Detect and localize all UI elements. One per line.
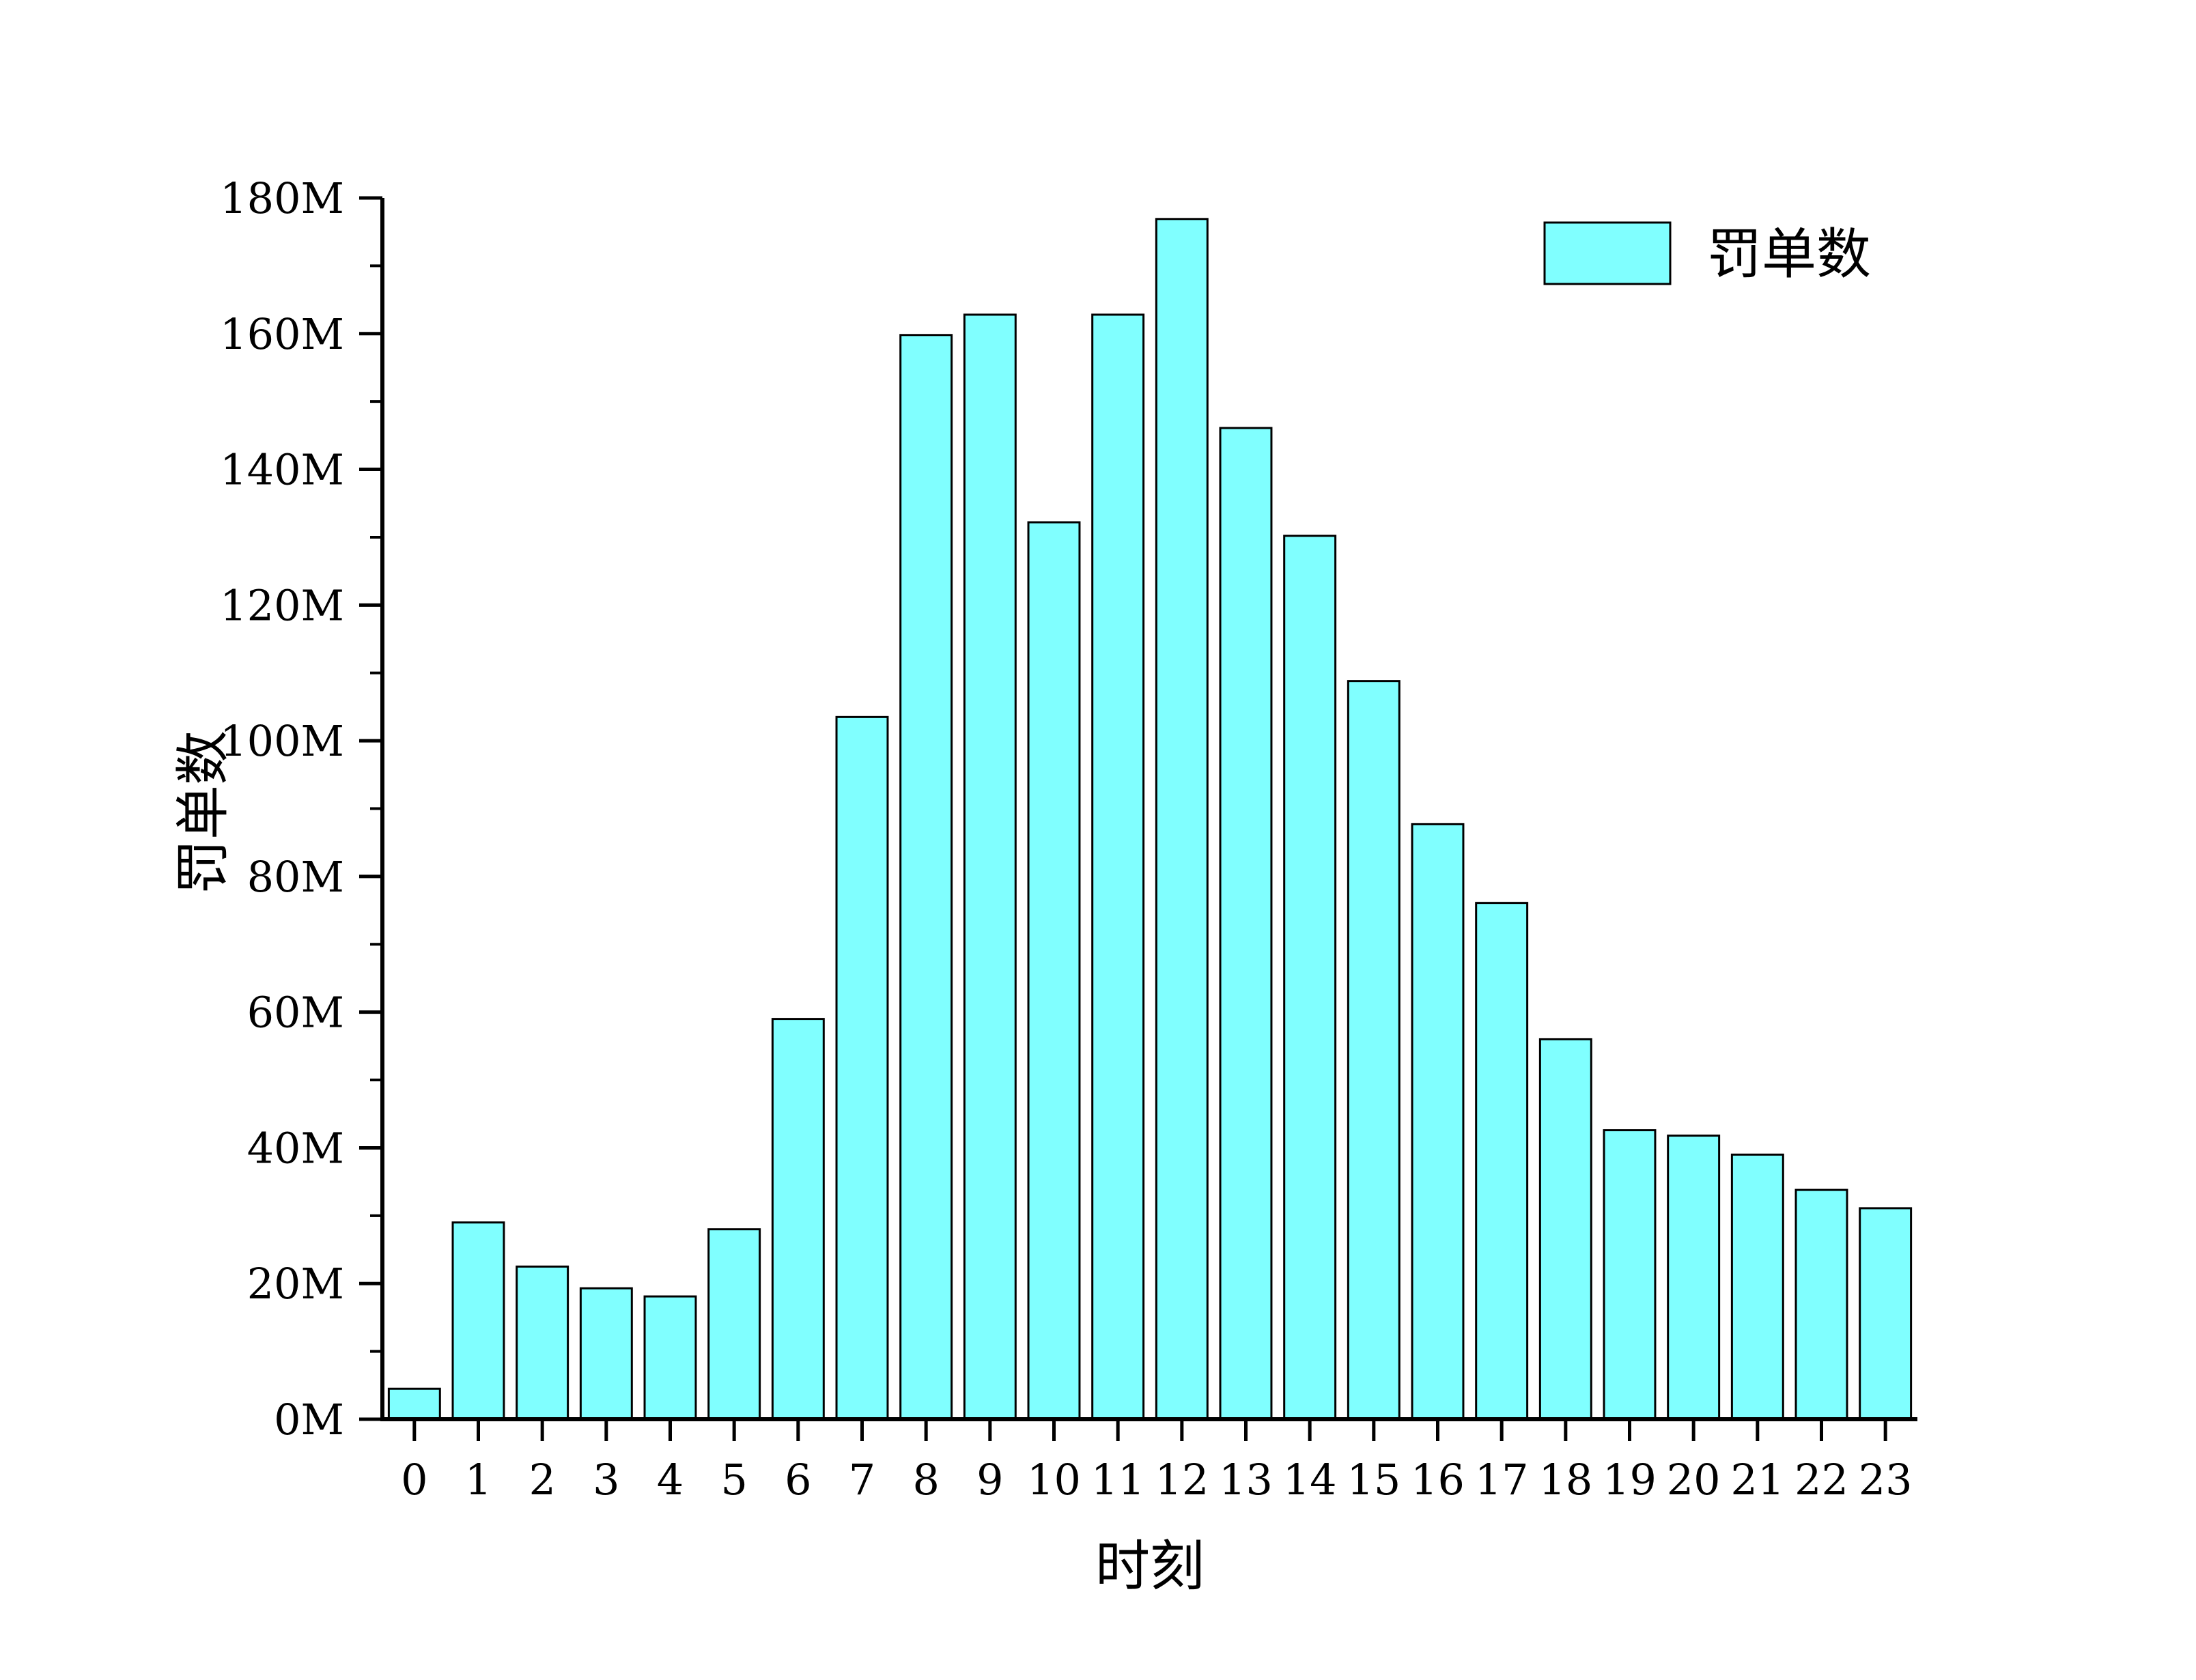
x-tick-label: 2 — [529, 1455, 555, 1505]
x-tick-label: 9 — [976, 1455, 1003, 1505]
x-tick-label: 18 — [1538, 1455, 1592, 1505]
bar-14 — [1283, 535, 1337, 1421]
bar-21 — [1730, 1153, 1784, 1421]
y-axis: 0M 20M 40M 60M 80M 100M 120M 140M 160M 180M — [220, 173, 384, 1444]
legend: 罚单数 — [1543, 221, 1871, 286]
x-tick-label: 23 — [1859, 1455, 1913, 1505]
x-tick-label: 1 — [465, 1455, 492, 1505]
x-axis-title: 时刻 — [1095, 1535, 1205, 1598]
bar-15 — [1347, 680, 1400, 1421]
y-tick-label: 20M — [247, 1259, 344, 1309]
y-tick-label: 140M — [220, 445, 344, 495]
bar-20 — [1667, 1135, 1721, 1421]
y-axis-title: 罚单数 — [171, 730, 235, 894]
x-tick-label: 5 — [720, 1455, 747, 1505]
x-tick-label: 15 — [1347, 1455, 1400, 1505]
bar-12 — [1155, 218, 1209, 1421]
legend-swatch — [1543, 221, 1672, 285]
x-tick-label: 7 — [849, 1455, 875, 1505]
bar-22 — [1794, 1188, 1848, 1421]
y-tick-label: 40M — [247, 1123, 344, 1173]
bar-7 — [835, 715, 889, 1421]
x-ticks: 0 1 2 3 4 5 6 7 8 9 10 11 12 13 14 15 16 17 18 19 20 21 22 23 — [401, 1419, 1913, 1505]
bar-6 — [771, 1018, 825, 1421]
x-tick-label: 3 — [593, 1455, 619, 1505]
bar-23 — [1859, 1207, 1913, 1421]
bar-18 — [1538, 1038, 1592, 1421]
y-tick-label: 100M — [220, 716, 344, 766]
bars-group — [387, 218, 1913, 1421]
x-tick-label: 16 — [1411, 1455, 1465, 1505]
x-tick-label: 12 — [1155, 1455, 1209, 1505]
x-tick-label: 21 — [1730, 1455, 1784, 1505]
x-tick-label: 6 — [785, 1455, 811, 1505]
x-tick-label: 20 — [1667, 1455, 1721, 1505]
x-tick-label: 0 — [401, 1455, 427, 1505]
x-axis: 0 1 2 3 4 5 6 7 8 9 10 11 12 13 14 15 16 17 18 19 20 21 22 23 — [380, 1417, 1917, 1505]
x-tick-label: 8 — [912, 1455, 939, 1505]
y-tick-label: 120M — [220, 580, 344, 630]
x-tick-label: 19 — [1603, 1455, 1657, 1505]
x-tick-label: 17 — [1475, 1455, 1529, 1505]
bar-11 — [1091, 313, 1145, 1421]
bar-2 — [516, 1265, 569, 1421]
bar-3 — [579, 1287, 633, 1421]
x-tick-label: 22 — [1794, 1455, 1848, 1505]
bar-4 — [643, 1295, 697, 1421]
bar-5 — [707, 1228, 761, 1421]
y-tick-label: 160M — [220, 309, 344, 359]
x-tick-label: 11 — [1091, 1455, 1145, 1505]
bar-10 — [1027, 521, 1081, 1421]
legend-label: 罚单数 — [1707, 223, 1871, 286]
x-tick-label: 10 — [1027, 1455, 1081, 1505]
bar-8 — [899, 334, 953, 1421]
bar-1 — [451, 1221, 505, 1421]
bar-9 — [963, 313, 1017, 1421]
y-tick-label: 60M — [247, 988, 344, 1038]
bar-17 — [1475, 902, 1529, 1421]
bar-19 — [1603, 1129, 1657, 1421]
y-tick-label: 80M — [247, 852, 344, 902]
y-tick-label: 180M — [220, 173, 344, 223]
x-tick-label: 14 — [1283, 1455, 1337, 1505]
y-tick-label: 0M — [274, 1395, 344, 1444]
bar-0 — [387, 1387, 441, 1421]
x-tick-label: 4 — [657, 1455, 684, 1505]
x-tick-label: 13 — [1219, 1455, 1273, 1505]
bar-16 — [1411, 823, 1465, 1421]
y-ticks: 0M 20M 40M 60M 80M 100M 120M 140M 160M 180M — [220, 173, 382, 1444]
bar-13 — [1219, 427, 1273, 1421]
